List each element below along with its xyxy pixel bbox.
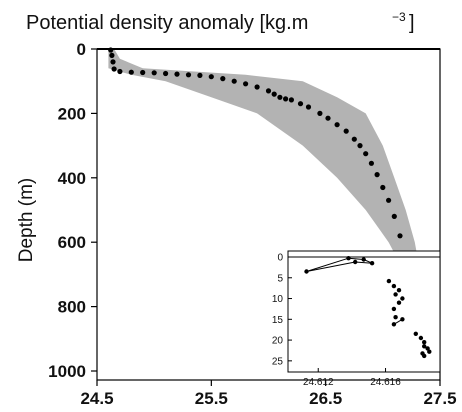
profile-point	[151, 70, 157, 76]
inset-point	[422, 340, 427, 345]
inset-x-tick-label: 24.616	[370, 377, 401, 388]
inset-y-tick-label: 10	[272, 294, 284, 305]
inset-segment	[306, 261, 356, 272]
x-tick-label: 25.5	[195, 389, 228, 408]
inset-y-tick-label: 20	[272, 336, 284, 347]
inset-segment	[348, 257, 364, 260]
profile-point	[174, 71, 180, 77]
inset-point	[422, 353, 427, 359]
inset-axis-ticks: 0 5 10 15 20 25 24.612 24.616	[272, 253, 401, 389]
inset-point	[413, 331, 418, 336]
inset-frame	[287, 250, 441, 373]
y-tick-label: 0	[77, 40, 86, 59]
inset-point	[393, 315, 398, 320]
profile-point	[391, 213, 397, 219]
inset-x-tick-label: 24.612	[303, 377, 334, 388]
profile-point	[283, 96, 289, 102]
profile-point	[374, 172, 380, 178]
profile-point	[208, 74, 214, 80]
profile-point	[254, 84, 260, 90]
inset-profile-lines	[306, 257, 403, 325]
inset-segment	[355, 261, 373, 264]
profile-point	[386, 197, 392, 203]
inset-point	[427, 349, 432, 354]
profile-point	[110, 59, 116, 65]
profile-point	[357, 143, 363, 149]
inset-point	[400, 317, 405, 322]
profile-point	[220, 76, 226, 82]
profile-point	[325, 115, 331, 121]
profile-point	[317, 110, 323, 116]
profile-point	[277, 94, 283, 100]
chart-title-exponent: −3	[392, 10, 406, 24]
inset-chart: 0 5 10 15 20 25 24.612 24.616	[272, 250, 441, 389]
profile-point	[271, 91, 277, 97]
inset-point	[361, 257, 366, 262]
envelope-area	[108, 49, 431, 371]
y-tick-label: 1000	[48, 362, 86, 381]
profile-point	[109, 52, 115, 59]
y-tick-label: 200	[58, 104, 86, 123]
profile-point	[243, 81, 249, 87]
inset-y-tick-label: 5	[277, 273, 283, 284]
profile-point	[185, 72, 192, 78]
inset-point	[346, 256, 351, 261]
inset-profile-points	[304, 256, 432, 359]
density-envelope	[108, 49, 431, 371]
y-tick-label: 600	[58, 233, 86, 252]
profile-point	[343, 128, 349, 134]
inset-point	[369, 261, 375, 266]
profile-point	[288, 97, 294, 103]
y-axis-label: Depth (m)	[16, 178, 37, 262]
inset-point	[396, 288, 402, 293]
inset-point	[304, 269, 309, 274]
inset-point	[353, 259, 358, 265]
x-tick-label: 26.5	[309, 389, 342, 408]
profile-point	[265, 88, 272, 94]
inset-point	[393, 292, 398, 297]
profile-point	[363, 151, 369, 157]
y-tick-label: 800	[58, 298, 86, 317]
profile-point	[397, 233, 403, 239]
profile-point	[380, 184, 386, 191]
inset-point	[391, 322, 397, 327]
inset-point	[396, 300, 402, 305]
inset-point	[422, 344, 427, 349]
inset-point	[386, 278, 392, 284]
x-tick-label: 27.5	[423, 389, 456, 408]
x-tick-label: 24.5	[80, 389, 113, 408]
inset-point	[418, 335, 424, 341]
profile-point	[197, 72, 203, 78]
y-tick-label: 400	[58, 169, 86, 188]
profile-point	[111, 66, 117, 72]
profile-point	[297, 101, 304, 107]
profile-point	[163, 70, 169, 77]
inset-point	[391, 306, 397, 312]
inset-y-tick-label: 15	[272, 315, 284, 326]
profile-point	[140, 69, 146, 76]
inset-y-tick-label: 25	[272, 356, 284, 367]
profile-point	[351, 136, 357, 142]
profile-point	[305, 104, 312, 110]
chart-title: Potential density anomaly [kg.m	[26, 12, 308, 34]
inset-point	[425, 346, 430, 351]
chart-title-close: ]	[409, 12, 415, 34]
profile-point	[368, 160, 374, 166]
profile-point	[334, 122, 340, 128]
profile-point	[117, 68, 123, 75]
inset-y-tick-label: 0	[277, 253, 283, 264]
profile-point	[231, 78, 237, 84]
profile-point	[128, 69, 134, 75]
inset-point	[391, 283, 397, 289]
inset-point	[400, 296, 405, 301]
inset-segment	[306, 257, 349, 272]
